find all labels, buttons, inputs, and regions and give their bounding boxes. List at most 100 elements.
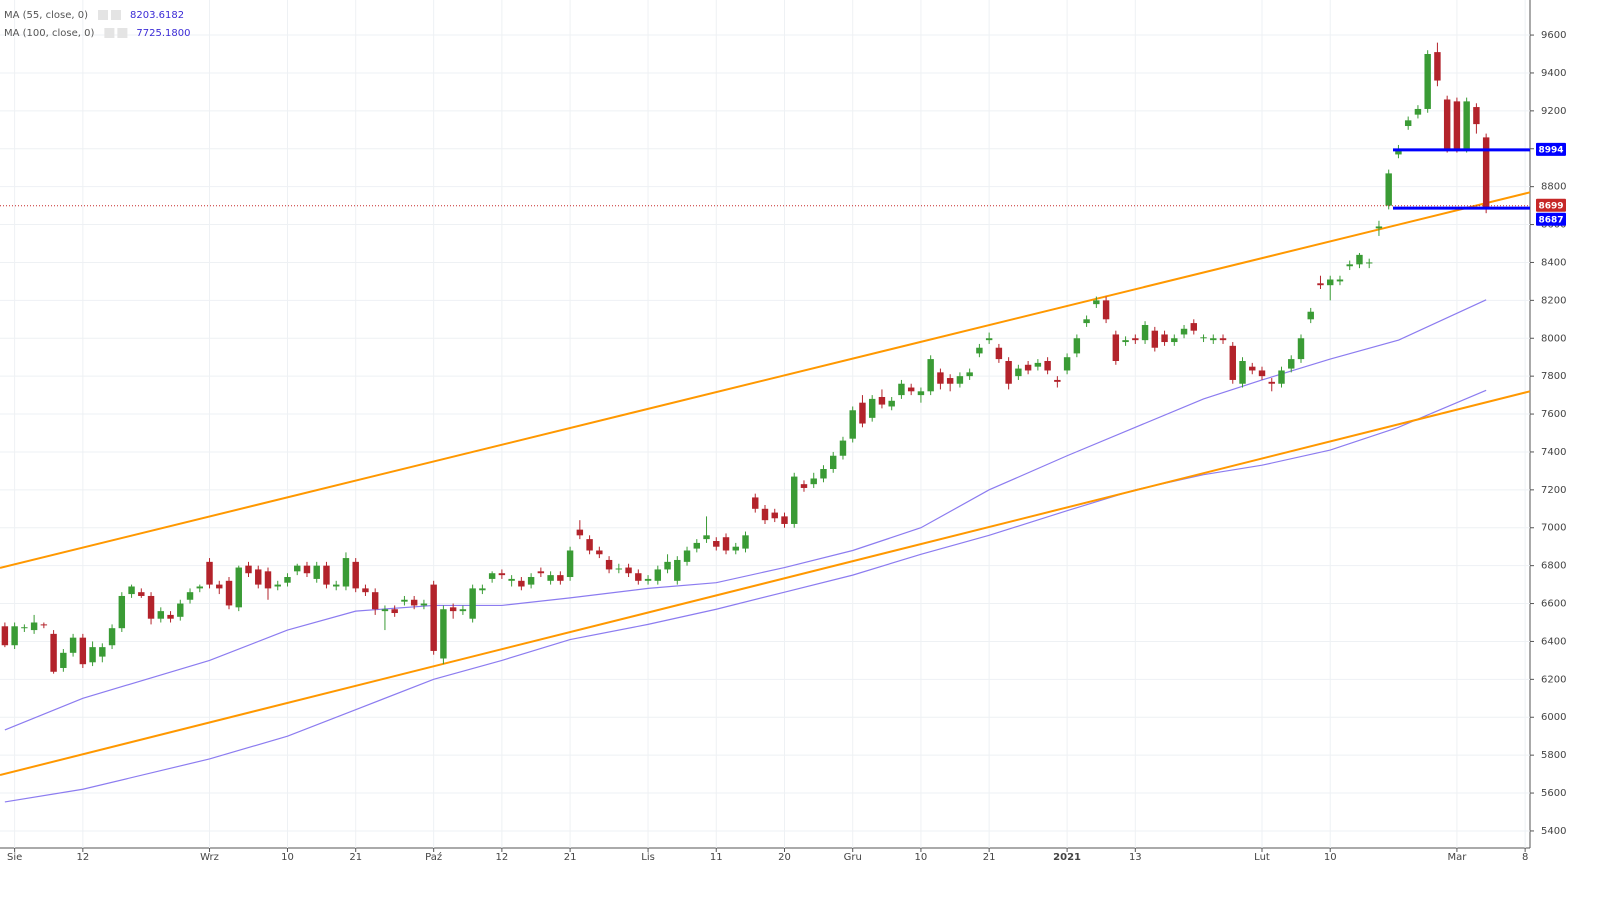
candle-body <box>1112 334 1120 361</box>
candle-body <box>1395 148 1402 155</box>
candle-body <box>1161 334 1168 343</box>
candle-body <box>761 508 769 521</box>
candle-body <box>625 567 632 574</box>
candle-body <box>800 484 808 488</box>
candle-body <box>1102 300 1110 320</box>
candle-body <box>449 607 457 612</box>
candle-body <box>1258 370 1266 377</box>
candle-body <box>1132 338 1139 341</box>
candle-body <box>742 535 749 549</box>
candle-body <box>859 402 866 424</box>
candle-body <box>225 580 233 606</box>
candle-body <box>1473 107 1480 125</box>
candle-body <box>206 561 213 585</box>
x-tick-label: Mar <box>1447 852 1467 863</box>
price-badge-label: 8994 <box>1538 145 1563 155</box>
candle-body <box>791 476 798 524</box>
candle-body <box>274 584 281 587</box>
candle-body <box>40 624 48 626</box>
legend-name: MA (100, close, 0) <box>4 28 94 39</box>
x-tick-label: 10 <box>915 852 928 863</box>
candle-body <box>342 558 350 587</box>
candle-body <box>488 573 496 579</box>
legend-icon <box>117 28 128 38</box>
candle-body <box>1288 359 1295 369</box>
trend-line <box>0 390 1531 777</box>
candle-body <box>781 516 788 524</box>
candle-body <box>917 391 925 396</box>
candle-body <box>674 559 681 581</box>
candle-body <box>303 565 311 574</box>
candle-body <box>323 565 330 585</box>
candle-body <box>596 550 603 555</box>
candle-body <box>898 383 905 396</box>
candle-body <box>1443 99 1451 149</box>
y-tick-label: 6600 <box>1541 599 1566 610</box>
candle-body <box>654 569 662 581</box>
x-tick-label: 20 <box>778 852 791 863</box>
price-badge-label: 8687 <box>1538 215 1563 225</box>
candle-body <box>1482 137 1490 208</box>
moving-average <box>4 389 1487 803</box>
candle-body <box>635 573 642 581</box>
candle-body <box>147 595 155 619</box>
candle-body <box>693 542 700 549</box>
candle-body <box>557 575 564 581</box>
candle-body <box>362 588 369 593</box>
candle-body <box>332 584 340 587</box>
candle-body <box>1044 360 1051 371</box>
candle-body <box>830 455 837 470</box>
candle-body <box>1054 379 1061 382</box>
x-tick-label: Sie <box>7 852 22 863</box>
candle-body <box>1307 311 1314 320</box>
candle-body <box>1453 101 1461 149</box>
candle-body <box>50 633 57 672</box>
candle-body <box>469 588 476 619</box>
candle-body <box>157 611 165 619</box>
candle-body <box>440 609 447 659</box>
candle-body <box>1180 328 1188 335</box>
candle-body <box>1268 381 1275 384</box>
x-tick-label: 11 <box>710 852 723 863</box>
candle-body <box>1424 54 1431 109</box>
candle-body <box>255 569 262 585</box>
y-tick-label: 7200 <box>1541 485 1566 496</box>
candle-body <box>430 584 437 651</box>
candle-body <box>1434 52 1441 81</box>
candle-body <box>995 347 1003 360</box>
candle-body <box>1122 340 1129 343</box>
candle-body <box>89 647 96 663</box>
candle-body <box>508 578 515 581</box>
candle-body <box>264 571 272 589</box>
candle-body <box>1200 337 1207 339</box>
x-tick-label: 12 <box>496 852 509 863</box>
candle-body <box>1190 323 1198 331</box>
x-tick-label: 12 <box>76 852 89 863</box>
candle-body <box>1 626 9 646</box>
candle-body <box>820 469 827 479</box>
candle-body <box>99 647 106 657</box>
candle-body <box>683 550 691 562</box>
candle-body <box>352 561 359 589</box>
candle-body <box>907 387 915 392</box>
candle-body <box>771 512 778 519</box>
candle-body <box>1005 360 1012 384</box>
y-tick-label: 5800 <box>1541 750 1566 761</box>
candle-body <box>1015 368 1022 377</box>
y-tick-label: 6200 <box>1541 674 1566 685</box>
y-tick-label: 6800 <box>1541 561 1566 572</box>
candle-body <box>1356 254 1363 265</box>
y-tick-label: 8800 <box>1541 182 1566 193</box>
candle-body <box>1034 362 1042 367</box>
candle-body <box>927 359 934 392</box>
candle-body <box>459 609 467 612</box>
candle-body <box>79 637 87 665</box>
candle-body <box>537 571 545 574</box>
candle-body <box>1297 338 1305 360</box>
y-tick-label: 7800 <box>1541 371 1566 382</box>
candle-body <box>21 627 28 629</box>
legend-value: 8203.6182 <box>130 10 184 21</box>
candle-body <box>138 592 145 596</box>
candle-body <box>1327 279 1334 286</box>
